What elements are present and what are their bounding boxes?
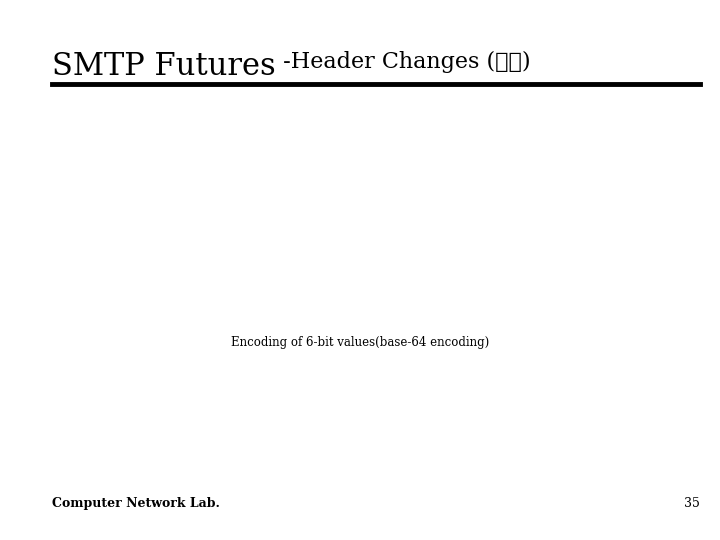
Text: SMTP Futures: SMTP Futures: [52, 51, 276, 82]
Text: Computer Network Lab.: Computer Network Lab.: [52, 497, 220, 510]
Text: -Header Changes (계속): -Header Changes (계속): [276, 51, 530, 73]
Text: 35: 35: [684, 497, 700, 510]
Text: Encoding of 6-bit values(base-64 encoding): Encoding of 6-bit values(base-64 encodin…: [231, 336, 489, 349]
